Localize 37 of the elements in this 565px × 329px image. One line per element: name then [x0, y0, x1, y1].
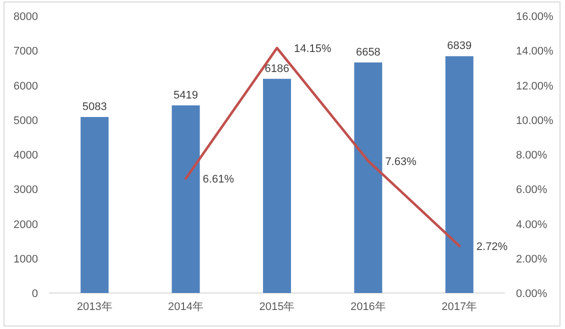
bar — [445, 56, 474, 293]
y-tick-label: 1000 — [14, 253, 38, 266]
y-tick-label: 2000 — [14, 218, 38, 231]
y-tick-label: 8000 — [14, 11, 38, 23]
data-label: 14.15% — [294, 43, 332, 56]
y-tick-label: 7000 — [14, 46, 38, 58]
bar — [80, 117, 109, 293]
data-label: 6186 — [264, 62, 290, 75]
x-tick-label: 2016年 — [350, 301, 386, 313]
data-label: 5419 — [174, 89, 198, 102]
y2-tick-label: 12.00% — [516, 80, 554, 92]
data-label: 6658 — [356, 46, 380, 58]
data-label: 6.61% — [202, 174, 234, 186]
data-label: 7.63% — [385, 156, 417, 168]
y2-tick-label: 16.00% — [516, 11, 554, 23]
y-tick-label: 0 — [32, 288, 38, 300]
data-label: 6839 — [447, 40, 472, 52]
y-tick-label: 5000 — [14, 114, 38, 127]
y-tick-label: 3000 — [14, 184, 38, 196]
x-tick-label: 2017年 — [442, 301, 478, 313]
data-label: 5083 — [82, 101, 107, 113]
data-label: 2.72% — [476, 240, 508, 253]
bar — [263, 78, 291, 293]
x-tick-label: 2013年 — [76, 301, 112, 313]
y-tick-label: 4000 — [14, 150, 38, 162]
y2-tick-label: 4.00% — [516, 218, 548, 231]
y2-tick-label: 2.00% — [516, 253, 548, 266]
bar — [354, 62, 382, 293]
x-tick-label: 2014年 — [168, 301, 204, 313]
y-tick-label: 6000 — [14, 80, 38, 92]
bar — [172, 105, 200, 293]
x-tick-label: 2015年 — [259, 301, 295, 313]
y2-tick-label: 14.00% — [516, 46, 554, 58]
y2-tick-label: 0.00% — [516, 288, 548, 300]
y2-tick-label: 6.00% — [516, 184, 548, 196]
y2-tick-label: 10.00% — [516, 114, 554, 127]
y2-tick-label: 8.00% — [516, 150, 548, 162]
